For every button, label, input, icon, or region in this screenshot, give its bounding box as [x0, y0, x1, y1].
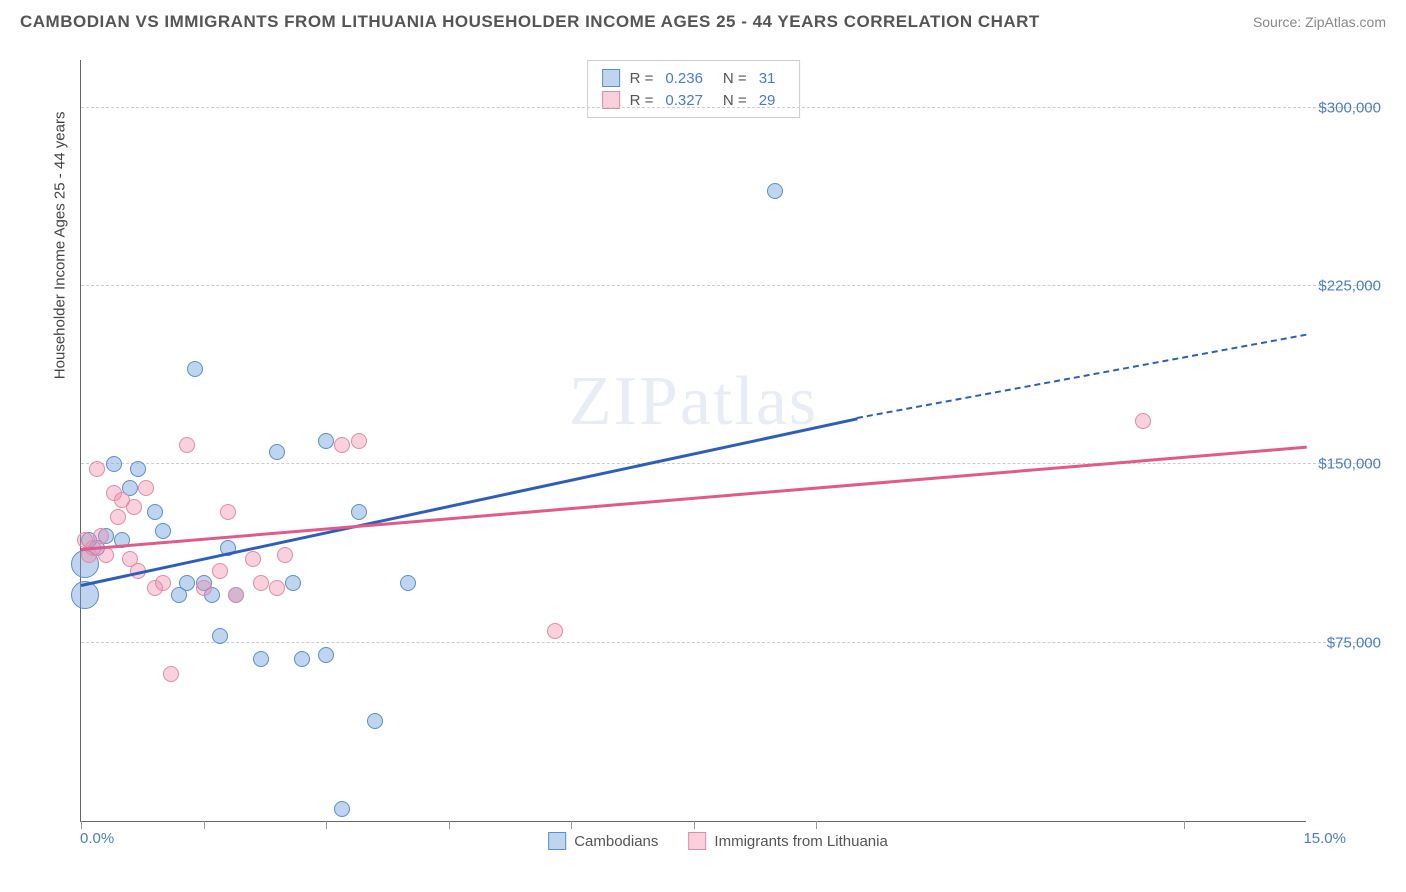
data-point — [179, 575, 195, 591]
data-point — [163, 666, 179, 682]
data-point — [155, 575, 171, 591]
data-point — [228, 587, 244, 603]
data-point — [351, 433, 367, 449]
y-tick-label: $150,000 — [1318, 456, 1381, 473]
legend-bottom-item: Immigrants from Lithuania — [688, 832, 887, 850]
legend-top: R = 0.236 N = 31 R =0.327N =29 — [587, 60, 801, 118]
legend-top-row: R = 0.236 N = 31 — [602, 67, 786, 89]
data-point — [253, 651, 269, 667]
x-tick — [81, 821, 82, 829]
y-axis-title: Householder Income Ages 25 - 44 years — [52, 112, 69, 380]
legend-n-value: 31 — [759, 70, 776, 87]
trend-line-dash-0 — [857, 334, 1307, 419]
data-point — [285, 575, 301, 591]
legend-r-value: 0.236 — [665, 70, 703, 87]
data-point — [767, 183, 783, 199]
legend-series-label: Immigrants from Lithuania — [714, 833, 887, 850]
x-axis-max-label: 15.0% — [1303, 830, 1346, 847]
data-point — [269, 444, 285, 460]
gridline-h — [81, 285, 1376, 286]
data-point — [547, 623, 563, 639]
data-point — [334, 437, 350, 453]
source-label: Source: ZipAtlas.com — [1253, 14, 1386, 30]
x-tick — [204, 821, 205, 829]
data-point — [130, 461, 146, 477]
trend-line-1 — [81, 446, 1307, 551]
y-tick-label: $225,000 — [1318, 277, 1381, 294]
data-point — [277, 547, 293, 563]
data-point — [93, 528, 109, 544]
legend-swatch — [548, 832, 566, 850]
data-point — [294, 651, 310, 667]
gridline-h — [81, 107, 1376, 108]
data-point — [269, 580, 285, 596]
gridline-h — [81, 642, 1376, 643]
data-point — [98, 547, 114, 563]
legend-bottom-item: Cambodians — [548, 832, 658, 850]
data-point — [110, 509, 126, 525]
x-tick — [326, 821, 327, 829]
chart-container: Householder Income Ages 25 - 44 years ZI… — [50, 50, 1386, 852]
x-axis-min-label: 0.0% — [80, 830, 114, 847]
x-tick — [1184, 821, 1185, 829]
plot-area: ZIPatlas R =0.236N =31R =0.327N =29 $75,… — [80, 60, 1306, 822]
data-point — [212, 628, 228, 644]
legend-top-row: R =0.327N =29 — [602, 89, 786, 111]
data-point — [187, 361, 203, 377]
y-tick-label: $300,000 — [1318, 99, 1381, 116]
legend-n-label: N = — [723, 70, 747, 87]
data-point — [318, 433, 334, 449]
data-point — [318, 647, 334, 663]
data-point — [351, 504, 367, 520]
x-tick — [816, 821, 817, 829]
data-point — [147, 504, 163, 520]
trend-line-0 — [81, 417, 858, 586]
data-point — [196, 580, 212, 596]
data-point — [334, 801, 350, 817]
legend-swatch — [688, 832, 706, 850]
legend-swatch — [602, 69, 620, 87]
legend-bottom: Cambodians Immigrants from Lithuania — [548, 832, 888, 850]
legend-r-label: R = — [630, 70, 654, 87]
gridline-h — [81, 463, 1376, 464]
data-point — [138, 480, 154, 496]
data-point — [253, 575, 269, 591]
legend-series-label: Cambodians — [574, 833, 658, 850]
x-tick — [571, 821, 572, 829]
data-point — [106, 456, 122, 472]
title-bar: CAMBODIAN VS IMMIGRANTS FROM LITHUANIA H… — [0, 0, 1406, 40]
x-tick — [449, 821, 450, 829]
data-point — [400, 575, 416, 591]
y-tick-label: $75,000 — [1327, 634, 1381, 651]
data-point — [89, 461, 105, 477]
data-point — [245, 551, 261, 567]
data-point — [212, 563, 228, 579]
x-tick — [694, 821, 695, 829]
data-point — [367, 713, 383, 729]
data-point — [179, 437, 195, 453]
data-point — [1135, 413, 1151, 429]
chart-title: CAMBODIAN VS IMMIGRANTS FROM LITHUANIA H… — [20, 12, 1040, 32]
data-point — [126, 499, 142, 515]
data-point — [220, 504, 236, 520]
watermark: ZIPatlas — [569, 362, 818, 442]
data-point — [155, 523, 171, 539]
